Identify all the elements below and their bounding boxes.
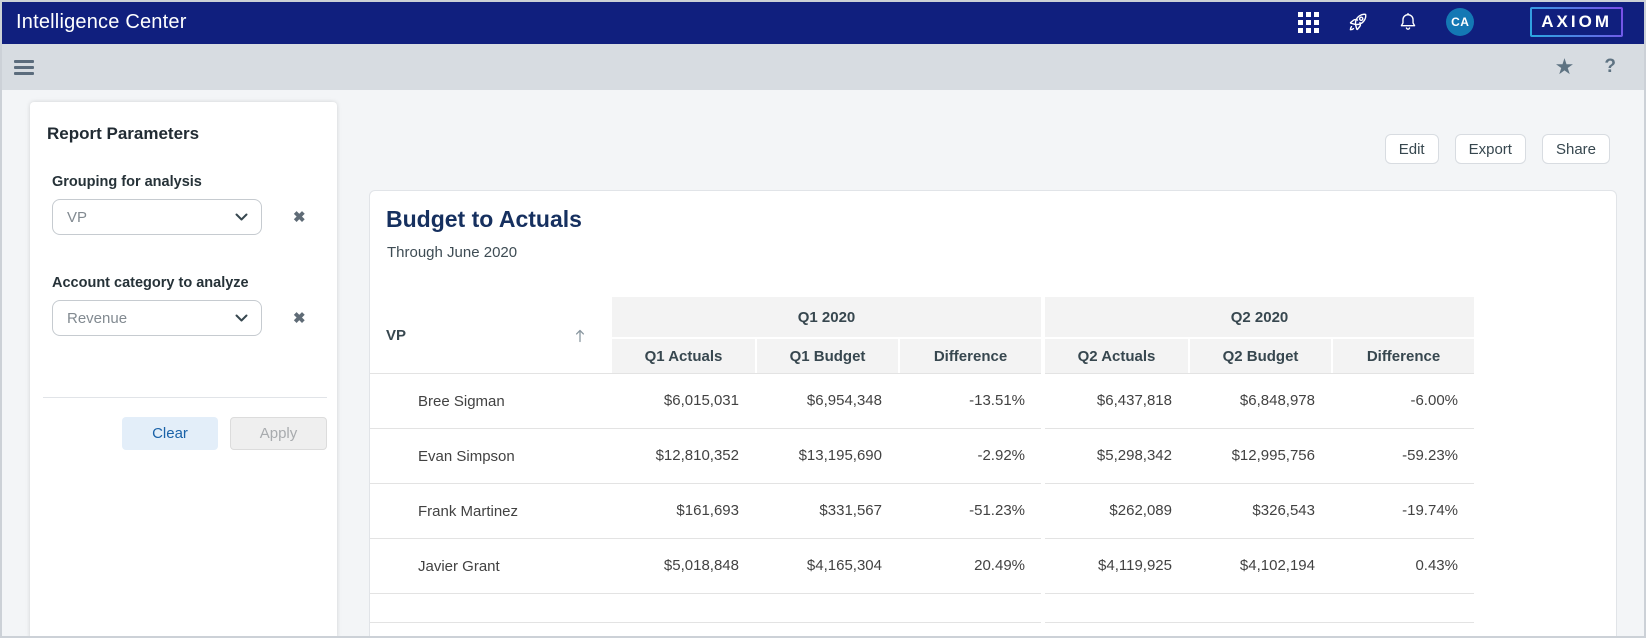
cell-q2-actuals: $5,298,342 <box>1045 428 1188 483</box>
cell-q1-difference: -2.92% <box>898 428 1041 483</box>
hamburger-menu-icon[interactable] <box>14 59 34 75</box>
cell-q1-actuals: $12,810,352 <box>612 428 755 483</box>
cell-q2-budget: $6,848,978 <box>1188 373 1331 428</box>
cell-q2-budget: $12,995,756 <box>1188 428 1331 483</box>
cell-q1-difference: -51.23% <box>898 483 1041 538</box>
panel-title: Report Parameters <box>47 124 200 143</box>
cell-q1-budget: $4,165,304 <box>755 538 898 593</box>
favorite-star-icon[interactable]: ★ <box>1554 54 1575 79</box>
cell-vp <box>370 593 612 623</box>
bell-icon[interactable] <box>1396 10 1420 34</box>
account-category-select-value: Revenue <box>67 309 128 327</box>
share-button[interactable]: Share <box>1541 134 1610 164</box>
report-title: Budget to Actuals <box>386 206 582 232</box>
table-row: Evan Simpson $12,810,352 $13,195,690 -2.… <box>370 428 1616 483</box>
toolbar-right: ★ ? <box>1555 56 1616 78</box>
param-grouping: Grouping for analysis VP ✖ <box>52 174 337 235</box>
table-row: Javier Grant $5,018,848 $4,165,304 20.49… <box>370 538 1616 593</box>
cell-q2-difference: -19.74% <box>1331 483 1474 538</box>
cell-q2-budget: $326,543 <box>1188 483 1331 538</box>
secondary-toolbar: ★ ? <box>0 44 1646 90</box>
cell-q1-actuals: $6,015,031 <box>612 373 755 428</box>
vp-header-label: VP <box>386 326 407 344</box>
topbar-actions: CA AXIOM <box>1270 7 1623 37</box>
table-row-partial <box>370 593 1616 623</box>
divider <box>43 397 327 398</box>
column-group-q2-2020: Q2 2020 <box>1045 297 1474 337</box>
cell-vp: Frank Martinez <box>370 483 612 538</box>
column-header-q1-budget[interactable]: Q1 Budget <box>755 337 898 373</box>
clear-grouping-icon[interactable]: ✖ <box>293 209 306 226</box>
column-header-vp[interactable]: VP <box>370 297 612 373</box>
cell-q1-budget: $13,195,690 <box>755 428 898 483</box>
budget-table-header: VP Q1 2020 Q2 2020 Q1 Actuals Q1 Budget … <box>370 297 1616 373</box>
chevron-down-icon <box>235 213 248 221</box>
param-account-category: Account category to analyze Revenue ✖ <box>52 275 337 336</box>
cell-q1-difference: -13.51% <box>898 373 1041 428</box>
cell-q2-difference: -59.23% <box>1331 428 1474 483</box>
column-header-q2-actuals[interactable]: Q2 Actuals <box>1045 337 1188 373</box>
cell-q1-difference: 20.49% <box>898 538 1041 593</box>
cell-q2-difference: -6.00% <box>1331 373 1474 428</box>
clear-button[interactable]: Clear <box>122 417 218 450</box>
axiom-logo: AXIOM <box>1530 7 1623 37</box>
content-area: Report Parameters Grouping for analysis … <box>0 90 1646 638</box>
column-group-q1-2020: Q1 2020 <box>612 297 1041 337</box>
grouping-select-value: VP <box>67 208 88 226</box>
table-row: Frank Martinez $161,693 $331,567 -51.23%… <box>370 483 1616 538</box>
rocket-icon[interactable] <box>1346 10 1370 34</box>
cell-q2-actuals: $4,119,925 <box>1045 538 1188 593</box>
top-app-bar: Intelligence Center CA AXIOM <box>0 0 1646 44</box>
report-subtitle: Through June 2020 <box>387 244 518 261</box>
cell-q2-budget: $4,102,194 <box>1188 538 1331 593</box>
help-icon[interactable]: ? <box>1604 56 1616 77</box>
cell-vp: Javier Grant <box>370 538 612 593</box>
axiom-logo-text: AXIOM <box>1532 9 1621 35</box>
apps-grid-icon[interactable] <box>1296 10 1320 34</box>
grouping-select[interactable]: VP <box>52 199 262 235</box>
cell-q1-actuals: $5,018,848 <box>612 538 755 593</box>
report-parameters-panel: Report Parameters Grouping for analysis … <box>30 102 337 638</box>
cell-q2-actuals: $262,089 <box>1045 483 1188 538</box>
param-label: Account category to analyze <box>52 275 249 291</box>
column-header-q2-budget[interactable]: Q2 Budget <box>1188 337 1331 373</box>
cell-vp: Evan Simpson <box>370 428 612 483</box>
cell-q1-actuals: $161,693 <box>612 483 755 538</box>
avatar[interactable]: CA <box>1446 8 1475 36</box>
column-group-spacer <box>1041 297 1045 373</box>
cell-q2-actuals: $6,437,818 <box>1045 373 1188 428</box>
report-actions: Edit Export Share <box>1384 134 1610 164</box>
clear-account-category-icon[interactable]: ✖ <box>293 310 306 327</box>
table-row: Bree Sigman $6,015,031 $6,954,348 -13.51… <box>370 373 1616 428</box>
param-label: Grouping for analysis <box>52 174 202 190</box>
column-header-q2-difference[interactable]: Difference <box>1331 337 1474 373</box>
column-header-q1-difference[interactable]: Difference <box>898 337 1041 373</box>
apply-button[interactable]: Apply <box>230 417 327 450</box>
app-title: Intelligence Center <box>16 10 187 33</box>
export-button[interactable]: Export <box>1454 134 1526 164</box>
report-card: Budget to Actuals Through June 2020 VP Q… <box>369 190 1617 638</box>
column-header-q1-actuals[interactable]: Q1 Actuals <box>612 337 755 373</box>
account-category-select[interactable]: Revenue <box>52 300 262 336</box>
avatar-initials: CA <box>1451 15 1470 29</box>
cell-vp: Bree Sigman <box>370 373 612 428</box>
cell-q1-budget: $6,954,348 <box>755 373 898 428</box>
cell-q2-difference: 0.43% <box>1331 538 1474 593</box>
sort-ascending-icon <box>575 329 585 342</box>
chevron-down-icon <box>235 314 248 322</box>
cell-q1-budget: $331,567 <box>755 483 898 538</box>
edit-button[interactable]: Edit <box>1384 134 1439 164</box>
